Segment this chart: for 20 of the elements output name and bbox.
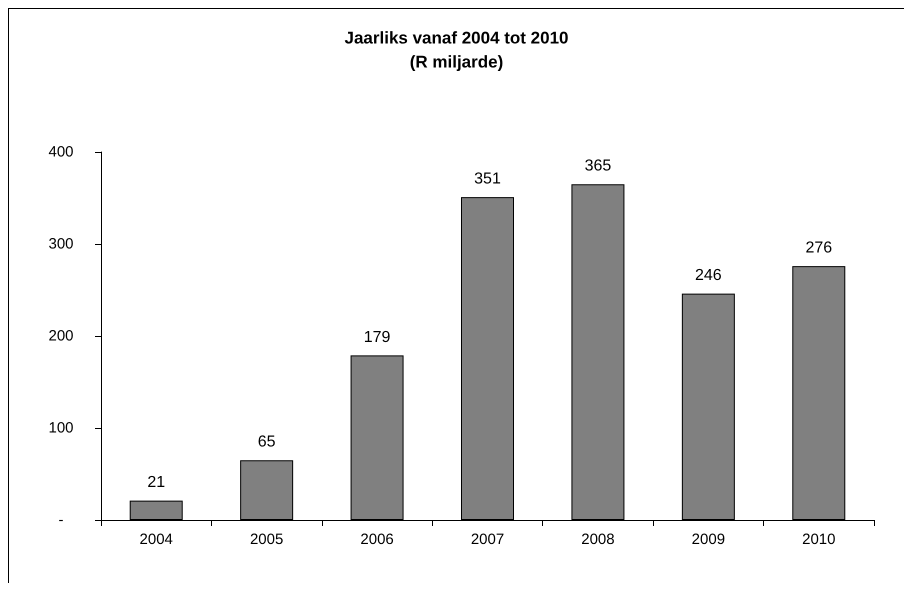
- data-label: 179: [364, 328, 391, 346]
- data-label: 246: [695, 267, 722, 284]
- x-tick-label: 2007: [470, 531, 504, 548]
- y-tick-label: 300: [48, 236, 74, 252]
- x-tick-label: 2006: [360, 531, 394, 548]
- chart-title: Jaarliks vanaf 2004 tot 2010 (R miljarde): [344, 28, 568, 72]
- data-label: 21: [147, 474, 166, 492]
- y-tick-label: 400: [48, 144, 74, 160]
- x-tick-label: 2008: [581, 531, 615, 548]
- x-tick-label: 2004: [140, 531, 173, 548]
- data-label: 276: [805, 240, 832, 257]
- y-tick-label: 100: [48, 420, 74, 436]
- data-label: 365: [584, 158, 612, 175]
- y-tick-label: -: [58, 512, 64, 528]
- y-tick-label: 200: [48, 328, 74, 344]
- data-label: 65: [258, 434, 276, 451]
- x-tick-label: 2009: [692, 531, 726, 548]
- x-tick-label: 2010: [802, 531, 836, 548]
- data-label: 351: [474, 170, 501, 188]
- x-tick-label: 2005: [250, 531, 284, 548]
